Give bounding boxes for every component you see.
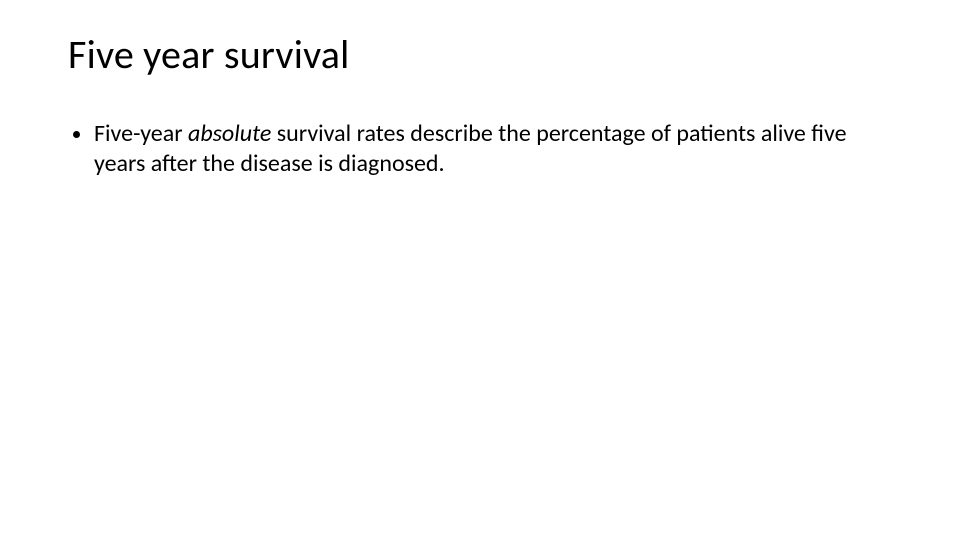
bullet-text-italic: absolute bbox=[188, 119, 271, 148]
bullet-text-seg1: Five-year bbox=[94, 119, 188, 148]
bullet-list: Five-year absolute survival rates descri… bbox=[68, 119, 900, 179]
slide-title: Five year survival bbox=[68, 30, 900, 79]
slide: Five year survival Five-year absolute su… bbox=[0, 0, 960, 540]
bullet-item: Five-year absolute survival rates descri… bbox=[94, 119, 900, 179]
